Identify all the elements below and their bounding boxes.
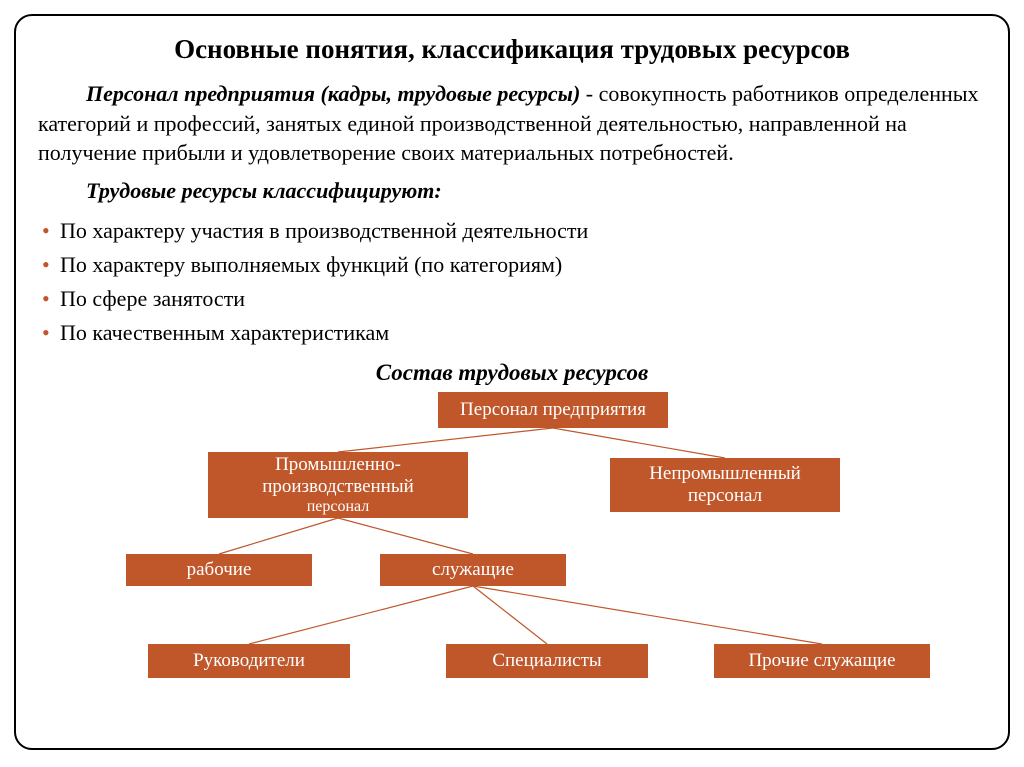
- node-ind: Промышленно- производственныйперсонал: [208, 452, 468, 518]
- classify-heading: Трудовые ресурсы классифицируют:: [38, 176, 986, 206]
- node-nonind: Непромышленный персонал: [610, 458, 840, 512]
- org-chart: Персонал предприятия Промышленно- произво…: [38, 392, 986, 704]
- bullet-item: По сфере занятости: [42, 282, 986, 316]
- slide-frame: Основные понятия, классификация трудовых…: [14, 14, 1010, 750]
- node-other: Прочие служащие: [714, 644, 930, 678]
- bullet-item: По качественным характеристикам: [42, 316, 986, 350]
- node-workers: рабочие: [126, 554, 312, 586]
- bullet-list: По характеру участия в производственной …: [38, 214, 986, 350]
- chart-subtitle: Состав трудовых ресурсов: [38, 360, 986, 386]
- bullet-item: По характеру выполняемых функций (по кат…: [42, 248, 986, 282]
- definition-lead: Персонал предприятия (кадры, трудовые ре…: [86, 81, 580, 106]
- node-spec: Специалисты: [446, 644, 648, 678]
- node-emp: служащие: [380, 554, 566, 586]
- definition-paragraph: Персонал предприятия (кадры, трудовые ре…: [38, 79, 986, 168]
- slide-title: Основные понятия, классификация трудовых…: [38, 34, 986, 65]
- node-root: Персонал предприятия: [438, 392, 668, 428]
- node-mgr: Руководители: [148, 644, 350, 678]
- bullet-item: По характеру участия в производственной …: [42, 214, 986, 248]
